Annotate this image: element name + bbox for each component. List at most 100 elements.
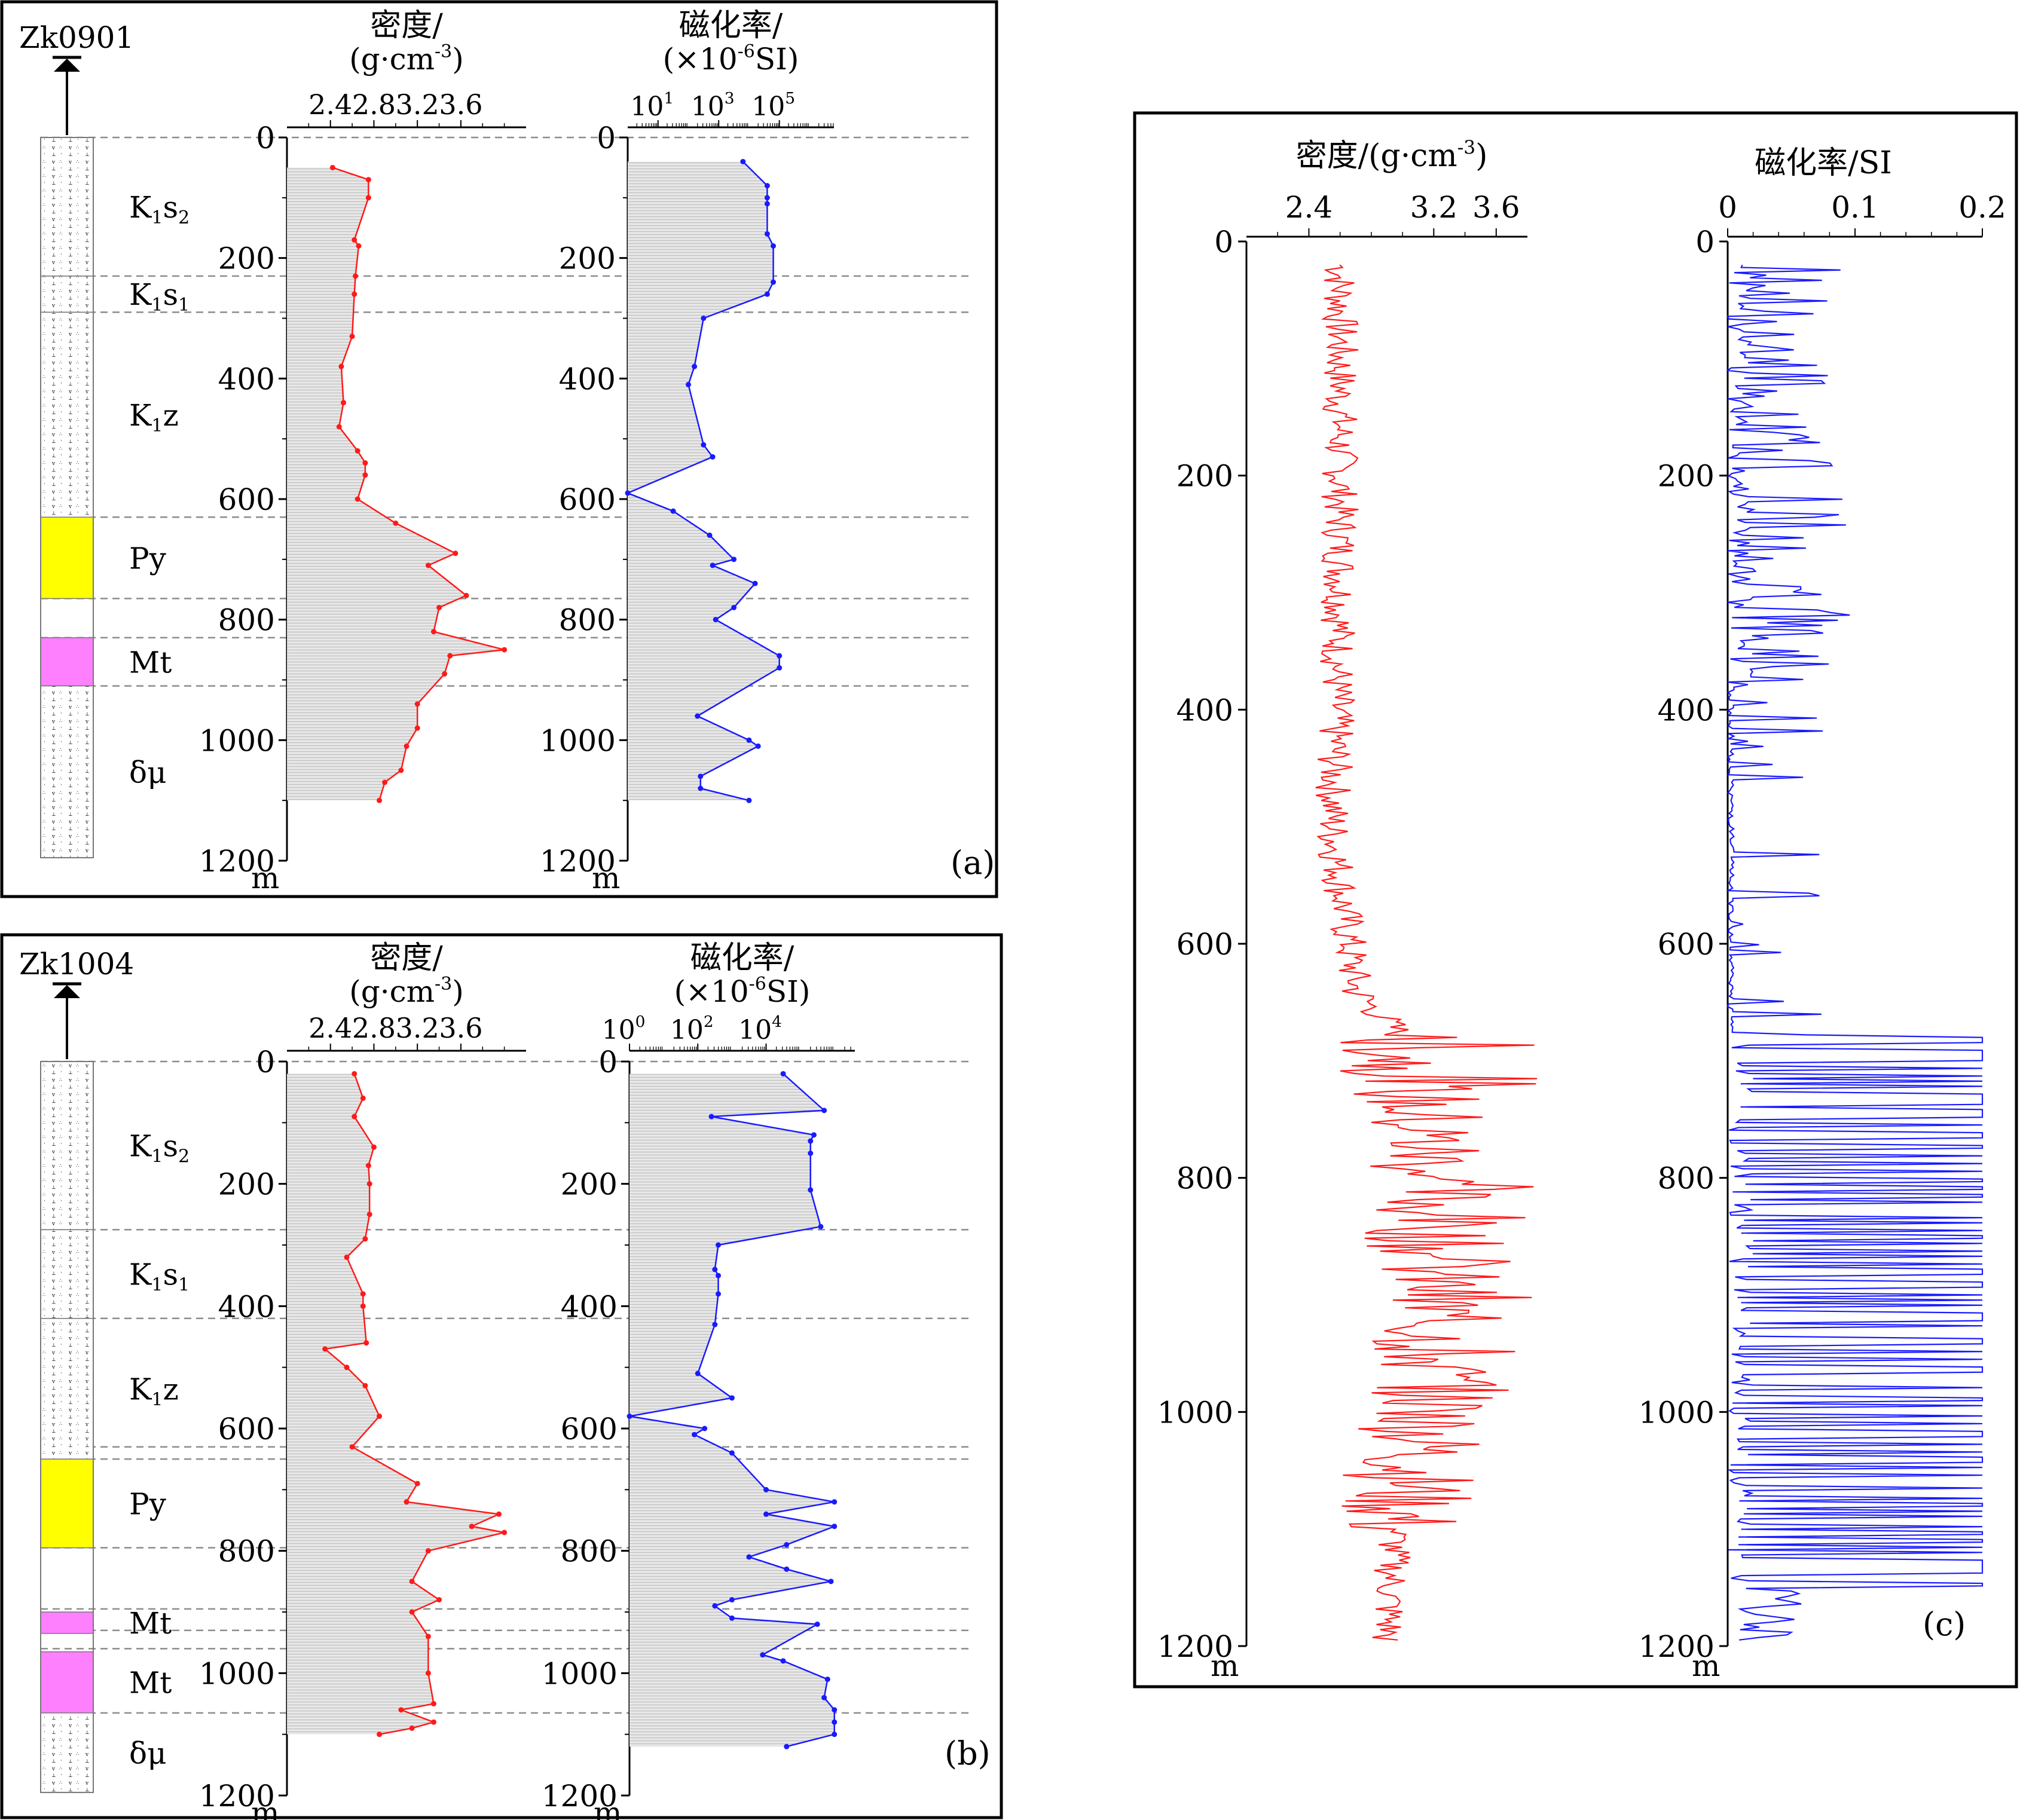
susceptibility-data-point xyxy=(755,743,761,749)
density-tick-label: 2.4 xyxy=(308,88,352,121)
stratum-label: K1s2 xyxy=(129,190,190,228)
density-data-point xyxy=(414,1481,420,1486)
density-fill-area xyxy=(287,1073,505,1735)
c-depth-tick-label: 0 xyxy=(1214,225,1233,259)
depth-tick-label: 600 xyxy=(218,1412,275,1446)
density-data-point xyxy=(360,1303,366,1309)
density-data-point xyxy=(442,671,448,677)
susceptibility-data-point xyxy=(698,785,704,791)
susceptibility-data-point xyxy=(832,1499,838,1505)
susceptibility-data-point xyxy=(692,1431,698,1437)
suscept-tick-label: 104 xyxy=(738,1013,782,1045)
susceptibility-data-point xyxy=(729,1615,735,1621)
c-density-tick-label: 3.2 xyxy=(1410,190,1458,225)
depth-tick-label: 400 xyxy=(559,362,616,396)
susceptibility-data-point xyxy=(698,773,704,779)
density-tick-label: 2.8 xyxy=(352,88,396,121)
density-data-point xyxy=(404,1499,410,1505)
density-data-point xyxy=(362,1382,368,1388)
panel-b-frame xyxy=(0,933,1003,1819)
density-data-point xyxy=(430,1701,436,1706)
density-data-point xyxy=(377,797,383,803)
susceptibility-data-point xyxy=(780,1070,786,1076)
density-data-point xyxy=(355,496,360,502)
c-suscept-tick-label: 0.2 xyxy=(1958,190,2006,225)
density-data-point xyxy=(414,701,420,707)
density-data-point xyxy=(496,1511,502,1517)
depth-tick-label: 400 xyxy=(218,362,275,396)
susceptibility-data-point xyxy=(828,1579,834,1585)
lithology-unit xyxy=(40,516,94,599)
depth-tick-label: 600 xyxy=(218,482,275,517)
lithology-unit xyxy=(40,1712,94,1793)
panel-a: Zk0901 K1s2 K1s1 K1z Py Mt δμ 0 200 400 600 800 1000… xyxy=(19,8,971,895)
density-unit: (g·cm-3) xyxy=(349,41,464,77)
c-depth-unit: m xyxy=(1211,1648,1239,1683)
susceptibility-data-point xyxy=(763,1511,769,1517)
well-name: Zk1004 xyxy=(19,947,134,981)
depth-tick-label: 1000 xyxy=(540,723,616,758)
suscept-unit: (×10-6SI) xyxy=(663,41,799,77)
c-depth-tick-label: 200 xyxy=(1658,459,1715,494)
lithology-unit xyxy=(40,1651,94,1714)
density-data-point xyxy=(502,647,508,653)
density-data-point xyxy=(349,334,355,339)
density-data-point xyxy=(344,1365,350,1371)
lithology-unit xyxy=(40,1458,94,1549)
susceptibility-data-point xyxy=(746,797,752,803)
depth-tick-label: 1000 xyxy=(542,1656,618,1691)
suscept-tick-label: 103 xyxy=(691,89,735,122)
depth-tick-label: 200 xyxy=(559,241,616,276)
susceptibility-data-point xyxy=(710,562,716,568)
susceptibility-data-point xyxy=(712,1267,718,1273)
lithology-unit xyxy=(40,685,94,858)
c-depth-tick-label: 200 xyxy=(1176,459,1233,494)
susceptibility-data-point xyxy=(729,1597,735,1603)
susceptibility-data-point xyxy=(814,1621,820,1627)
lithology-unit xyxy=(40,1611,94,1634)
lithology-column xyxy=(40,1061,94,1793)
c-depth-tick-label: 600 xyxy=(1176,927,1233,962)
susceptibility-data-point xyxy=(771,243,777,249)
density-data-point xyxy=(365,177,371,183)
stratum-label: Mt xyxy=(129,1606,172,1641)
density-data-point xyxy=(352,237,357,243)
panel-c-label: (c) xyxy=(1923,1605,1966,1643)
c-density-tick-label: 3.6 xyxy=(1472,190,1520,225)
depth-tick-label: 400 xyxy=(561,1289,618,1324)
susceptibility-data-point xyxy=(712,1603,718,1609)
susceptibility-data-point xyxy=(764,183,770,189)
density-unit: (g·cm-3) xyxy=(349,974,464,1009)
density-tick-label: 3.2 xyxy=(396,88,439,121)
depth-tick-label: 0 xyxy=(256,121,275,155)
susceptibility-data-point xyxy=(764,231,770,237)
density-title: 密度/ xyxy=(370,940,443,976)
c-suscept-tick-label: 0.1 xyxy=(1831,190,1879,225)
lithology-unit xyxy=(40,137,94,277)
c-density-log-line xyxy=(1315,264,1538,1641)
density-tick-label: 3.6 xyxy=(439,88,482,121)
susceptibility-data-point xyxy=(746,737,752,743)
c-depth-tick-label: 600 xyxy=(1658,927,1715,962)
susceptibility-fill-area xyxy=(628,161,780,801)
susceptibility-data-point xyxy=(764,291,770,297)
depth-tick-label: 800 xyxy=(561,1534,618,1569)
stratum-label: K1z xyxy=(129,1372,179,1410)
suscept-title: 磁化率/ xyxy=(690,940,794,976)
depth-tick-label: 1200 xyxy=(540,844,616,879)
panel-b-label: (b) xyxy=(945,1735,991,1772)
density-data-point xyxy=(338,363,344,369)
density-data-point xyxy=(447,653,453,659)
well-name: Zk0901 xyxy=(19,20,134,55)
susceptibility-data-point xyxy=(784,1566,790,1572)
density-data-point xyxy=(414,725,420,731)
depth-tick-label: 0 xyxy=(597,121,616,155)
density-data-point xyxy=(352,1114,357,1119)
depth-tick-label: 1000 xyxy=(199,1656,275,1691)
well-marker-icon xyxy=(54,59,80,72)
density-data-point xyxy=(366,1212,372,1218)
suscept-tick-label: 101 xyxy=(630,89,674,122)
stratum-label: K1z xyxy=(129,398,179,436)
c-depth-tick-label: 400 xyxy=(1176,693,1233,727)
